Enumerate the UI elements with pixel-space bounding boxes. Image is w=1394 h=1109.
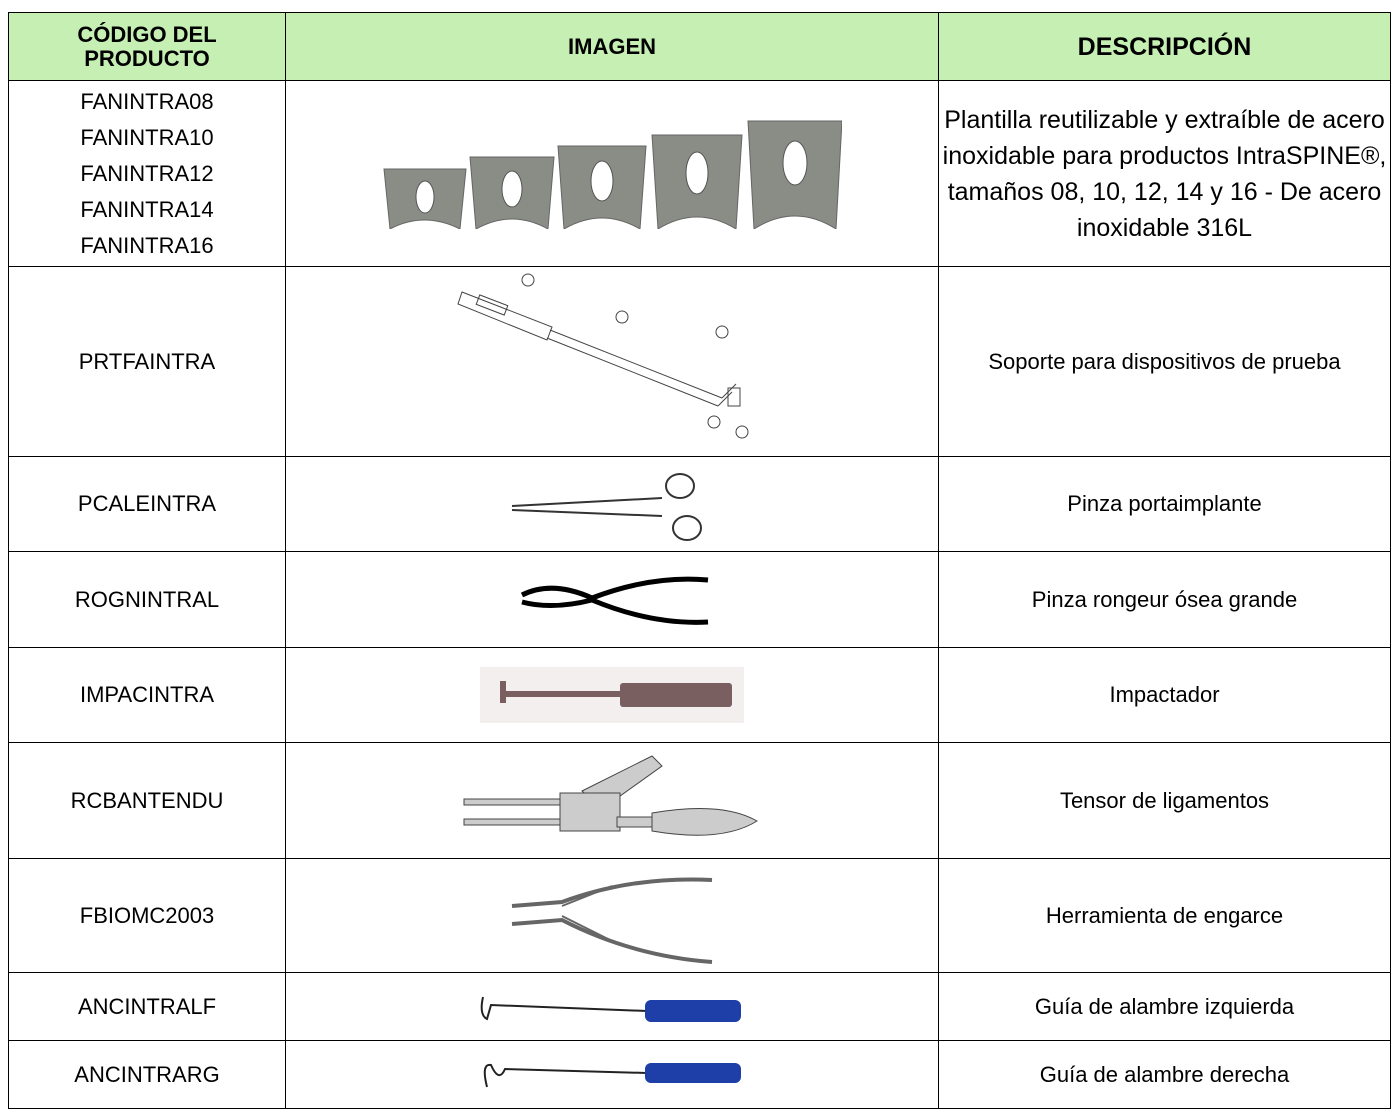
row: IMPACINTRA Impactador (8, 647, 1391, 743)
image-cell (285, 647, 939, 743)
code-cell: ROGNINTRAL (8, 551, 286, 648)
description-cell: Pinza rongeur ósea grande (938, 551, 1391, 648)
description-cell: Herramienta de engarce (938, 858, 1391, 973)
image-cell (285, 266, 939, 457)
image-cell (285, 858, 939, 973)
row: RCBANTENDU Tensor de ligamentos (8, 742, 1391, 859)
description-cell: Soporte para dispositivos de prueba (938, 266, 1391, 457)
holder-image (457, 273, 749, 438)
header-cell: IMAGEN (285, 12, 939, 81)
row: ANCINTRALF Guía de alambre izquierda (8, 972, 1391, 1041)
code: FANINTRA16 (80, 232, 214, 258)
forceps-image (511, 473, 702, 541)
description-cell: Pinza portaimplante (938, 456, 1391, 552)
image-cell (285, 1040, 939, 1109)
tensor-image (463, 754, 758, 836)
row: PCALEINTRA Pinza portaimplante (8, 456, 1391, 552)
impactor-image (480, 667, 744, 723)
code-cell: PRTFAINTRA (8, 266, 286, 457)
code-cell: PCALEINTRA (8, 456, 286, 552)
image-cell (285, 456, 939, 552)
code-cell: FANINTRA08 FANINTRA10 FANINTRA12 FANINTR… (8, 80, 286, 267)
code-cell: FBIOMC2003 (8, 858, 286, 973)
row: PRTFAINTRA Soporte para dispositivos de … (8, 266, 1391, 457)
code: FANINTRA12 (80, 160, 214, 186)
code-cell: RCBANTENDU (8, 742, 286, 859)
code-cell: IMPACINTRA (8, 647, 286, 743)
product-table: CÓDIGO DEL PRODUCTO IMAGEN DESCRIPCIÓN F… (8, 12, 1391, 1109)
row: ANCINTRARG Guía de alambre derecha (8, 1040, 1391, 1109)
template-image (383, 120, 842, 229)
code: FANINTRA08 (80, 88, 214, 114)
header-cell: CÓDIGO DEL PRODUCTO (8, 12, 286, 81)
code: FANINTRA10 (80, 124, 214, 150)
description-cell: Guía de alambre izquierda (938, 972, 1391, 1041)
image-cell (285, 972, 939, 1041)
description-cell: Tensor de ligamentos (938, 742, 1391, 859)
header-cell: DESCRIPCIÓN (938, 12, 1391, 81)
row: FBIOMC2003 Herramienta de engarce (8, 858, 1391, 973)
code-cell: ANCINTRALF (8, 972, 286, 1041)
rongeur-image (520, 576, 709, 625)
row: FANINTRA08 FANINTRA10 FANINTRA12 FANINTR… (8, 80, 1391, 267)
image-cell (285, 742, 939, 859)
image-cell (285, 80, 939, 267)
description-cell: Impactador (938, 647, 1391, 743)
guide-left-image (480, 996, 741, 1022)
code-cell: ANCINTRARG (8, 1040, 286, 1109)
description-cell: Guía de alambre derecha (938, 1040, 1391, 1109)
description-cell: Plantilla reutilizable y extraíble de ac… (938, 80, 1391, 267)
code: FANINTRA14 (80, 196, 214, 222)
guide-right-image (483, 1062, 741, 1087)
header-row: CÓDIGO DEL PRODUCTO IMAGEN DESCRIPCIÓN (8, 12, 1391, 81)
image-cell (285, 551, 939, 648)
crimper-image (511, 876, 713, 964)
row: ROGNINTRAL Pinza rongeur ósea grande (8, 551, 1391, 648)
